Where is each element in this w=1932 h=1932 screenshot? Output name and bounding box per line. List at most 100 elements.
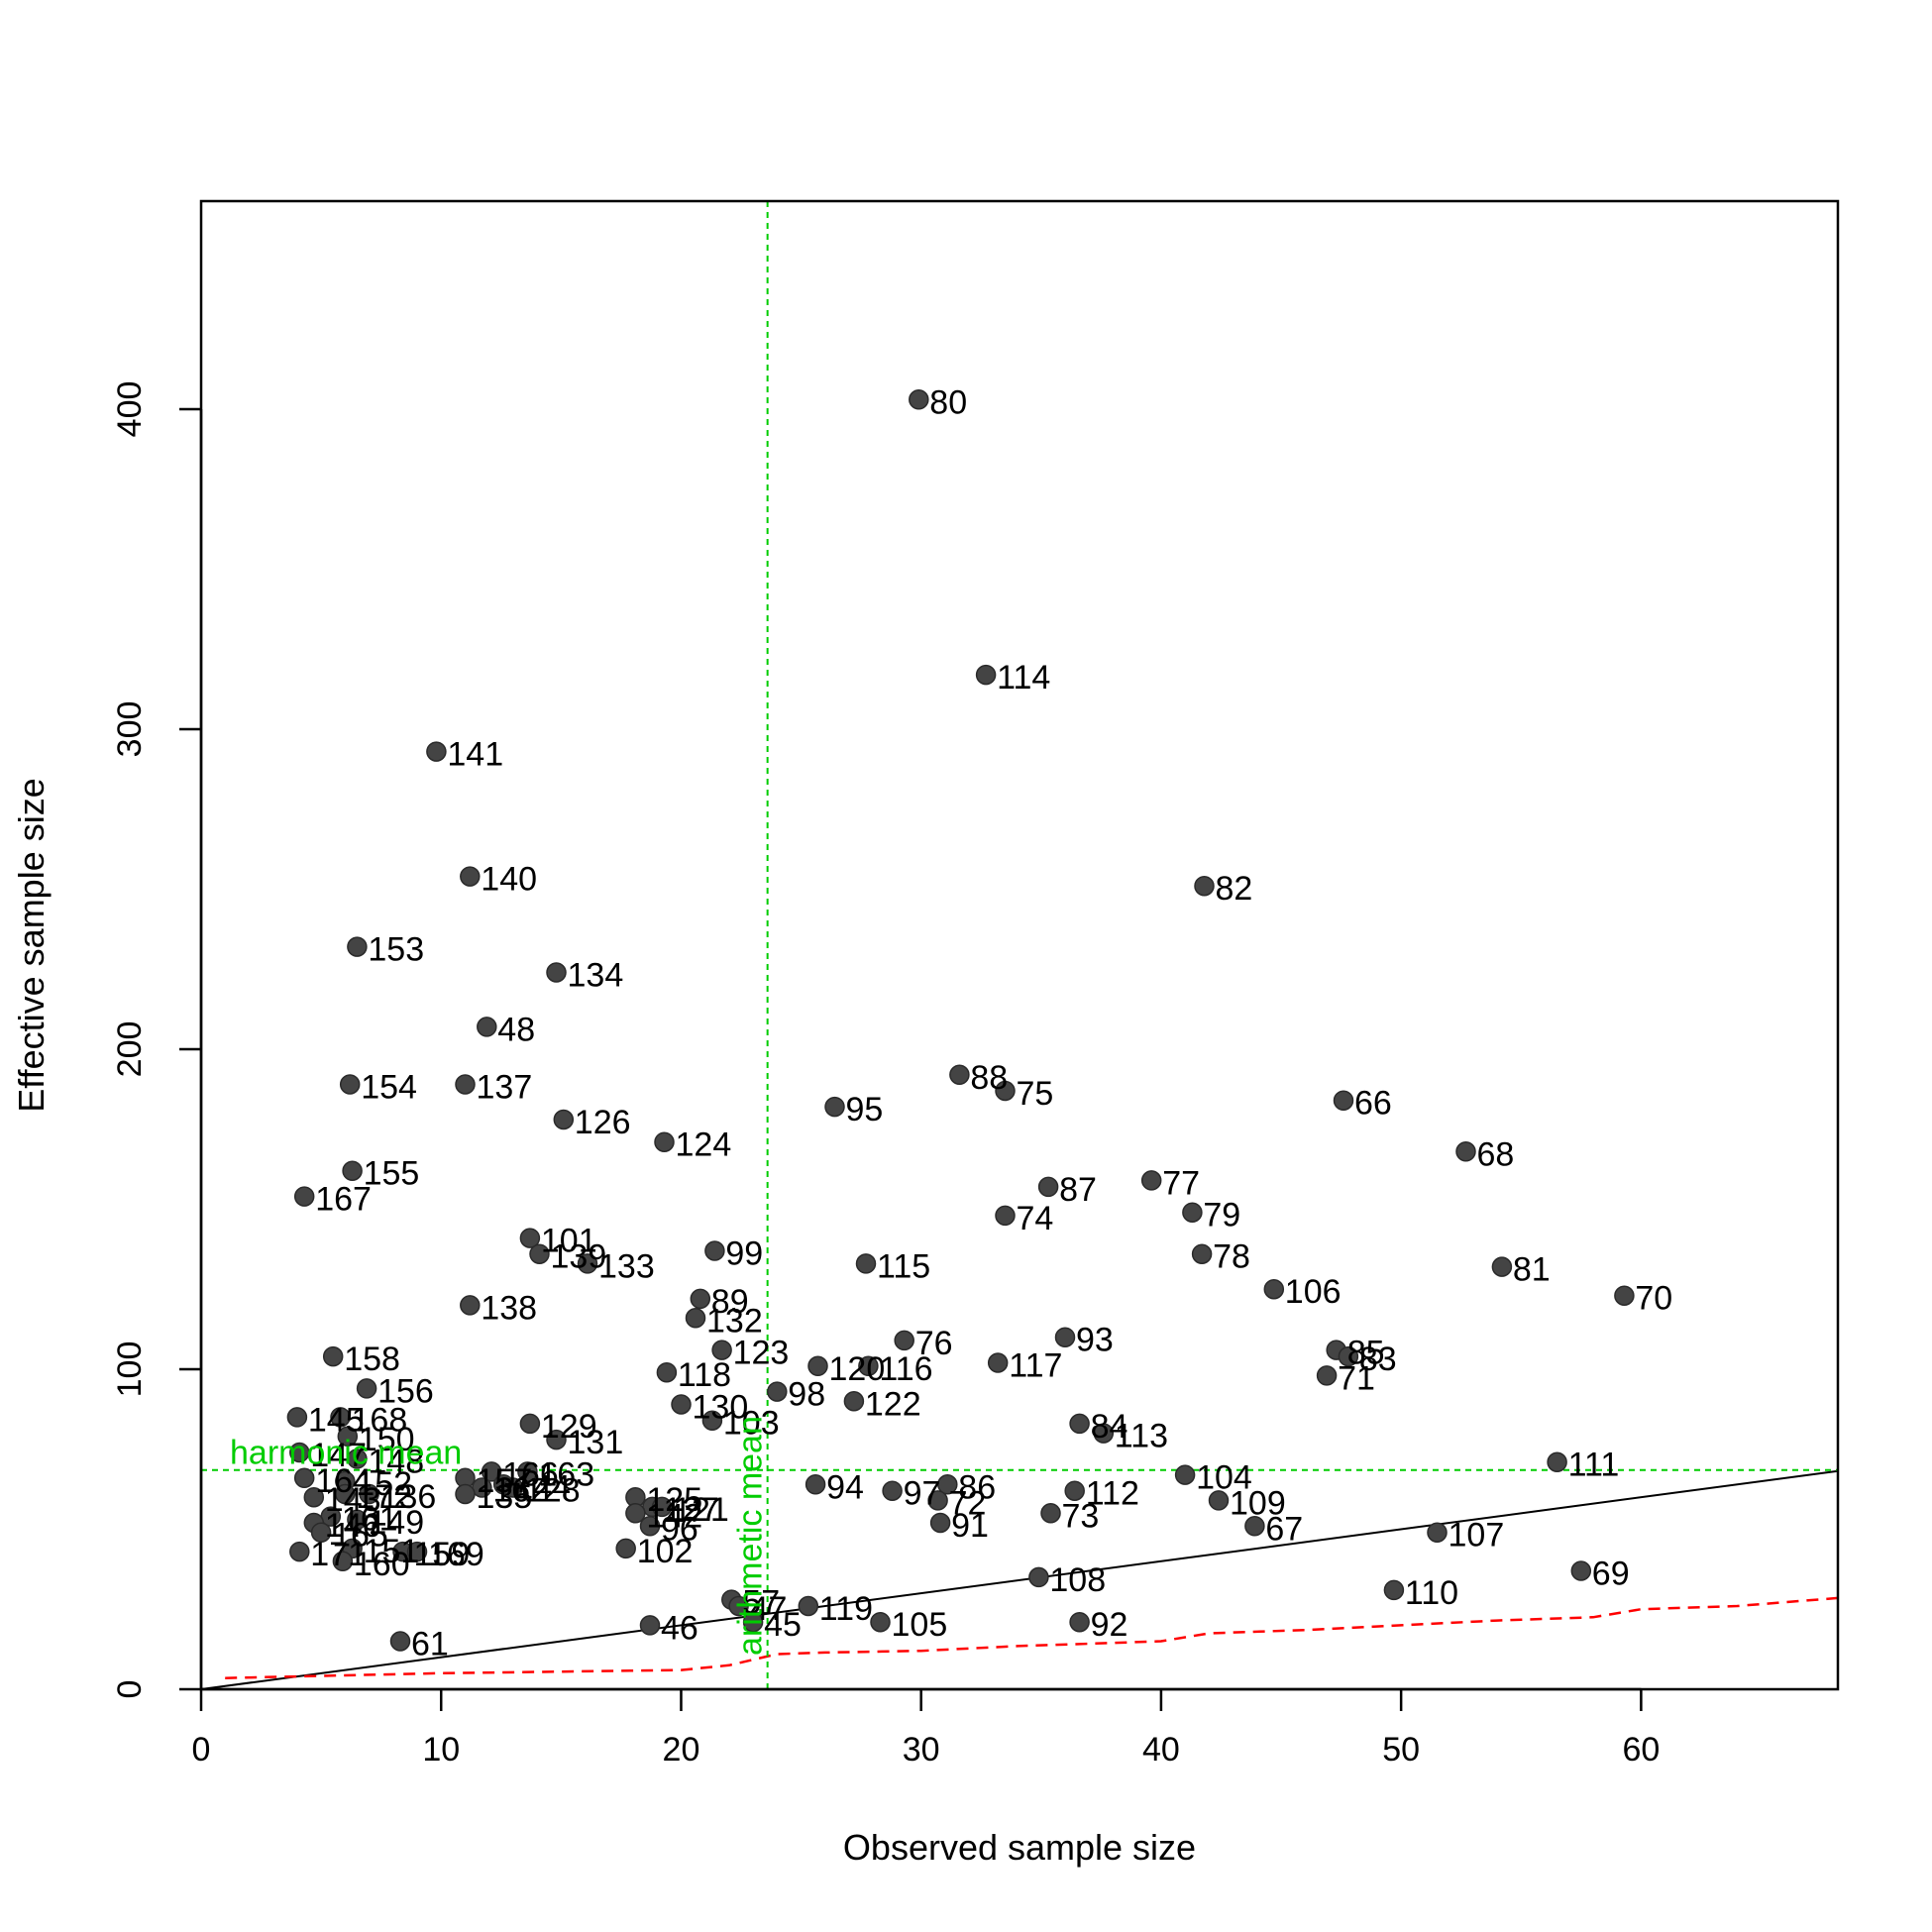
point-label: 103 [723, 1405, 780, 1443]
data-point [1263, 1278, 1285, 1300]
point-label: 143 [325, 1481, 381, 1519]
data-point [1383, 1579, 1405, 1601]
point-label: 160 [354, 1546, 410, 1583]
point-label: 67 [1265, 1510, 1303, 1548]
point-label: 125 [646, 1481, 702, 1519]
point-label: 105 [892, 1606, 948, 1644]
point-label: 120 [829, 1350, 886, 1388]
point-label: 89 [711, 1283, 749, 1321]
point-label: 167 [315, 1181, 372, 1219]
point-label: 155 [364, 1155, 420, 1193]
data-point [882, 1480, 903, 1501]
data-point [894, 1330, 914, 1351]
point-label: 121 [673, 1491, 729, 1529]
data-point [1333, 1090, 1354, 1111]
point-label: 84 [1091, 1408, 1128, 1446]
data-point [1174, 1464, 1196, 1485]
point-label: 134 [568, 957, 624, 995]
data-point [807, 1355, 828, 1377]
data-point [1054, 1327, 1076, 1347]
data-point [347, 1449, 368, 1469]
data-point [356, 1378, 377, 1399]
data-point [995, 1080, 1016, 1102]
point-label: 157 [477, 1462, 533, 1500]
point-label: 81 [1513, 1251, 1551, 1289]
point-label: 86 [958, 1468, 996, 1506]
data-point [1037, 1176, 1059, 1198]
point-label: 144 [514, 1468, 571, 1506]
point-label: 114 [997, 659, 1050, 697]
data-point [824, 1096, 845, 1118]
point-label: 97 [904, 1475, 941, 1513]
data-point [909, 389, 929, 410]
point-label: 137 [477, 1069, 533, 1107]
data-point [289, 1541, 310, 1562]
data-point [639, 1516, 661, 1537]
point-label: 140 [481, 861, 537, 899]
point-label: 130 [693, 1389, 749, 1427]
data-point [332, 1551, 354, 1572]
point-label: 139 [551, 1238, 607, 1276]
data-point [805, 1474, 826, 1495]
point-label: 129 [541, 1408, 597, 1446]
data-point [289, 1442, 310, 1463]
data-point [330, 1407, 351, 1428]
data-point [303, 1486, 325, 1508]
point-label: 117 [1009, 1347, 1062, 1385]
y-tick-label: 300 [111, 701, 149, 758]
data-point [1040, 1503, 1061, 1524]
data-point [1338, 1345, 1359, 1367]
point-label: 66 [1354, 1085, 1392, 1123]
data-point [975, 664, 997, 686]
point-label: 131 [568, 1424, 624, 1461]
point-label: 142 [646, 1497, 702, 1535]
point-label: 79 [1203, 1197, 1240, 1234]
point-label: 45 [764, 1606, 802, 1644]
point-label: 133 [598, 1247, 655, 1285]
reference-lines [200, 201, 1839, 1690]
data-point [701, 1410, 723, 1431]
data-point [460, 866, 481, 887]
point-label: 146 [325, 1507, 381, 1545]
data-point [690, 1288, 711, 1310]
data-point [460, 1295, 481, 1316]
data-point [310, 1522, 332, 1543]
point-label: 98 [788, 1376, 825, 1414]
data-point [711, 1340, 732, 1360]
point-label: 107 [1449, 1517, 1505, 1555]
data-point [798, 1595, 819, 1617]
data-point [389, 1631, 411, 1652]
data-point [1069, 1611, 1090, 1633]
y-axis-label: Effective sample size [11, 778, 52, 1112]
data-point [671, 1394, 692, 1415]
data-point [1427, 1522, 1448, 1543]
point-label: 159 [414, 1536, 471, 1573]
data-point [615, 1538, 636, 1559]
data-point [546, 1429, 567, 1450]
data-point [455, 1483, 476, 1505]
point-label: 92 [1091, 1606, 1128, 1644]
data-point [742, 1611, 764, 1633]
data-point [1547, 1451, 1567, 1472]
data-point [639, 1615, 661, 1636]
y-tick-label: 400 [111, 381, 149, 438]
point-label: 96 [661, 1510, 698, 1548]
point-label: 47 [750, 1590, 788, 1628]
identity-line [200, 1469, 1839, 1690]
data-point [577, 1253, 598, 1274]
data-point [704, 1240, 725, 1261]
data-point [322, 1345, 344, 1367]
point-labels: 80 114 141 140 82 153 134 48 88 154 137 75 66 95 126 12… [308, 383, 1672, 1663]
point-label: 128 [524, 1472, 581, 1510]
data-point [293, 1467, 315, 1489]
point-label: 57 [742, 1584, 780, 1622]
data-point [426, 741, 447, 762]
point-label: 99 [725, 1235, 763, 1273]
data-point [1491, 1256, 1513, 1277]
x-tick-label: 30 [903, 1731, 940, 1769]
data-point [929, 1512, 951, 1534]
data-point [625, 1503, 646, 1524]
point-label: 158 [344, 1341, 400, 1378]
point-label: 162 [492, 1472, 549, 1510]
